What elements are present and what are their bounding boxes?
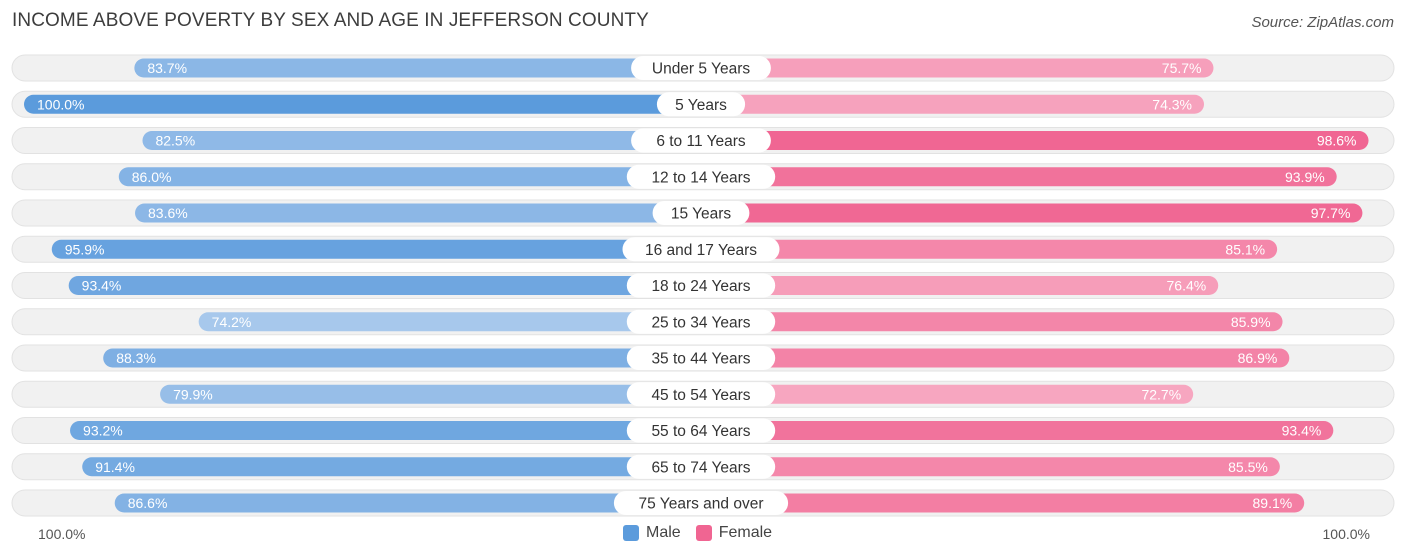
female-value-label: 93.9% [1285, 169, 1325, 185]
category-label: 65 to 74 Years [651, 459, 750, 476]
legend: Male Female [623, 524, 787, 542]
source-label: Source: ZipAtlas.com [1251, 14, 1394, 31]
category-label: 12 to 14 Years [651, 169, 750, 186]
male-bar [142, 131, 702, 150]
male-value-label: 95.9% [65, 241, 105, 257]
category-label: 55 to 64 Years [651, 423, 750, 440]
category-label: 18 to 24 Years [651, 278, 750, 295]
male-value-label: 91.4% [95, 459, 135, 475]
male-value-label: 79.9% [173, 386, 213, 402]
category-pill [626, 418, 776, 443]
female-bar [701, 167, 1337, 187]
female-bar [701, 276, 1219, 295]
female-bar [701, 493, 1305, 513]
female-value-label: 72.7% [1141, 386, 1181, 402]
category-pill [626, 164, 776, 189]
legend-swatch-male [623, 525, 639, 541]
male-bar [160, 384, 701, 404]
male-bar [82, 457, 702, 477]
category-pill [613, 491, 789, 515]
axis-right-label: 100.0% [1322, 526, 1370, 542]
legend-label-male: Male [646, 524, 681, 541]
category-label: 15 Years [671, 206, 732, 223]
legend-item-male: Male [623, 524, 681, 542]
category-pill [622, 237, 780, 262]
male-value-label: 88.3% [116, 350, 156, 366]
legend-swatch-female [695, 525, 712, 541]
chart-title: INCOME ABOVE POVERTY BY SEX AND AGE IN J… [12, 10, 649, 31]
category-pill [631, 128, 771, 153]
category-pill [626, 454, 776, 479]
category-label: 75 Years and over [639, 496, 764, 513]
female-bar [701, 421, 1334, 440]
axis-left-label: 100.0% [38, 526, 86, 542]
male-bar [70, 421, 701, 440]
category-pill [631, 56, 771, 80]
category-label: 16 and 17 Years [645, 242, 757, 259]
female-value-label: 86.9% [1238, 350, 1278, 366]
male-value-label: 86.6% [128, 495, 168, 511]
category-label: 25 to 34 Years [651, 314, 750, 331]
female-bar [701, 384, 1194, 404]
male-bar [24, 94, 701, 114]
category-pill [656, 92, 746, 117]
female-bar [701, 203, 1363, 223]
category-pill [626, 309, 776, 334]
male-bar [135, 203, 701, 223]
male-bar [198, 312, 701, 332]
category-label: 6 to 11 Years [656, 133, 746, 150]
female-value-label: 89.1% [1253, 495, 1293, 511]
female-value-label: 97.7% [1311, 205, 1351, 221]
category-pill [626, 346, 776, 370]
male-bar [118, 167, 701, 187]
category-pill [626, 273, 776, 298]
male-value-label: 74.2% [212, 314, 252, 330]
female-bar [701, 58, 1214, 78]
male-bar [114, 493, 701, 513]
male-value-label: 83.6% [148, 205, 188, 221]
female-value-label: 75.7% [1162, 60, 1202, 76]
male-value-label: 86.0% [132, 169, 172, 185]
category-pill [626, 382, 776, 407]
female-value-label: 85.9% [1231, 314, 1271, 330]
legend-item-female: Female [695, 524, 773, 542]
female-value-label: 85.5% [1228, 459, 1268, 475]
male-value-label: 83.7% [147, 60, 187, 76]
female-value-label: 98.6% [1317, 133, 1357, 149]
male-bar [134, 58, 701, 78]
category-pill [652, 201, 750, 225]
female-bar [701, 131, 1369, 150]
female-bar [701, 457, 1280, 477]
male-value-label: 93.4% [82, 278, 122, 294]
female-bar [701, 94, 1205, 114]
female-value-label: 76.4% [1167, 278, 1207, 294]
male-value-label: 82.5% [155, 133, 195, 149]
category-label: Under 5 Years [652, 61, 750, 78]
legend-label-female: Female [718, 524, 773, 541]
male-value-label: 100.0% [37, 96, 84, 112]
female-value-label: 74.3% [1152, 96, 1192, 112]
bar-chart: 83.7% 75.7% Under 5 Years 100.0% 74.3% 5 Year… [11, 54, 1395, 517]
female-value-label: 85.1% [1225, 241, 1265, 257]
category-label: 35 to 44 Years [651, 351, 750, 368]
category-label: 5 Years [675, 97, 727, 114]
male-bar [103, 348, 702, 368]
female-bar [701, 239, 1278, 259]
male-bar [68, 276, 701, 295]
female-bar [701, 312, 1283, 332]
male-bar [51, 239, 701, 259]
female-value-label: 93.4% [1282, 423, 1322, 439]
male-value-label: 93.2% [83, 423, 123, 439]
category-label: 45 to 54 Years [651, 387, 750, 404]
female-bar [701, 348, 1290, 368]
